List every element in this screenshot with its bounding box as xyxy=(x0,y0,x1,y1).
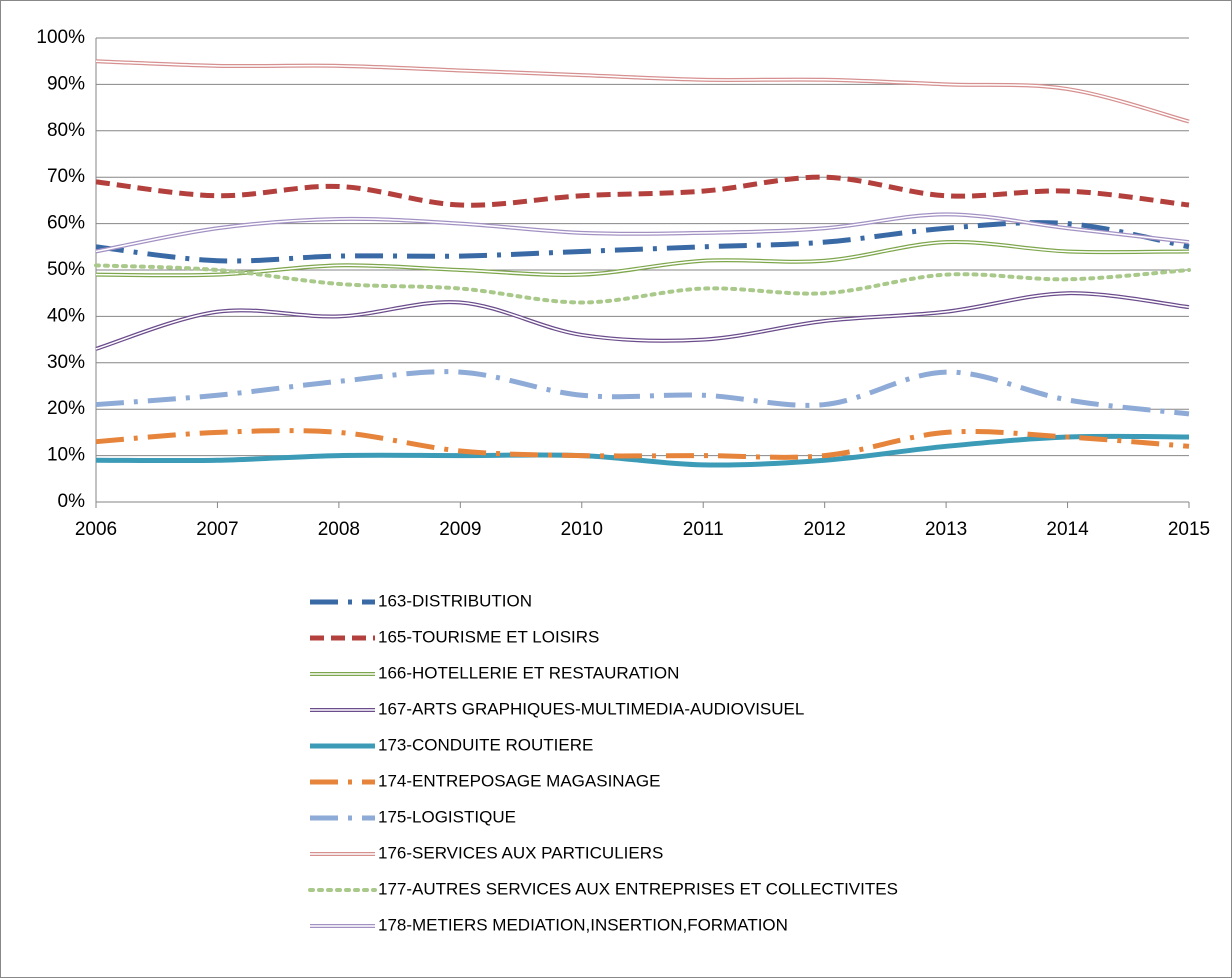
series-line xyxy=(95,369,1190,417)
y-tick-label: 60% xyxy=(47,213,85,234)
legend-label: 165-TOURISME ET LOISIRS xyxy=(378,627,599,646)
x-tick-label: 2014 xyxy=(1046,519,1089,540)
y-tick-label: 80% xyxy=(47,120,85,141)
series-line xyxy=(94,263,1191,305)
y-tick-label: 90% xyxy=(47,73,85,94)
y-tick-label: 100% xyxy=(36,27,85,48)
legend-label: 174-ENTREPOSAGE MAGASINAGE xyxy=(378,771,660,790)
series-line xyxy=(95,428,1190,460)
x-tick-label: 2012 xyxy=(804,519,846,540)
x-tick-label: 2010 xyxy=(561,519,603,540)
x-tick-label: 2007 xyxy=(196,519,238,540)
x-tick-label: 2008 xyxy=(318,519,360,540)
y-tick-label: 50% xyxy=(47,259,85,280)
y-tick-label: 10% xyxy=(47,445,85,466)
series-line-inner xyxy=(95,213,1190,253)
legend-label: 163-DISTRIBUTION xyxy=(378,591,532,610)
series-line-inner xyxy=(95,60,1190,123)
y-tick-label: 40% xyxy=(47,305,85,326)
legend-label: 167-ARTS GRAPHIQUES-MULTIMEDIA-AUDIOVISU… xyxy=(378,699,804,718)
legend-label: 173-CONDUITE ROUTIERE xyxy=(378,735,593,754)
legend-label: 175-LOGISTIQUE xyxy=(378,807,516,826)
x-tick-label: 2013 xyxy=(925,519,967,540)
legend-label: 177-AUTRES SERVICES AUX ENTREPRISES ET C… xyxy=(378,879,898,898)
x-tick-label: 2006 xyxy=(75,519,117,540)
y-tick-label: 20% xyxy=(47,398,85,419)
x-tick-label: 2009 xyxy=(439,519,481,540)
series-line xyxy=(95,220,1190,264)
series-line-inner xyxy=(95,292,1190,350)
y-tick-label: 0% xyxy=(58,491,86,512)
legend-label: 176-SERVICES AUX PARTICULIERS xyxy=(378,843,663,862)
y-tick-label: 70% xyxy=(47,166,85,187)
series-line-inner xyxy=(95,241,1190,277)
legend-label: 178-METIERS MEDIATION,INSERTION,FORMATIO… xyxy=(378,915,788,934)
y-tick-label: 30% xyxy=(47,352,85,373)
series-line xyxy=(95,433,1190,468)
x-tick-label: 2011 xyxy=(683,519,724,540)
series-line xyxy=(95,174,1190,208)
legend-label: 166-HOTELLERIE ET RESTAURATION xyxy=(378,663,679,682)
x-tick-label: 2015 xyxy=(1168,519,1210,540)
